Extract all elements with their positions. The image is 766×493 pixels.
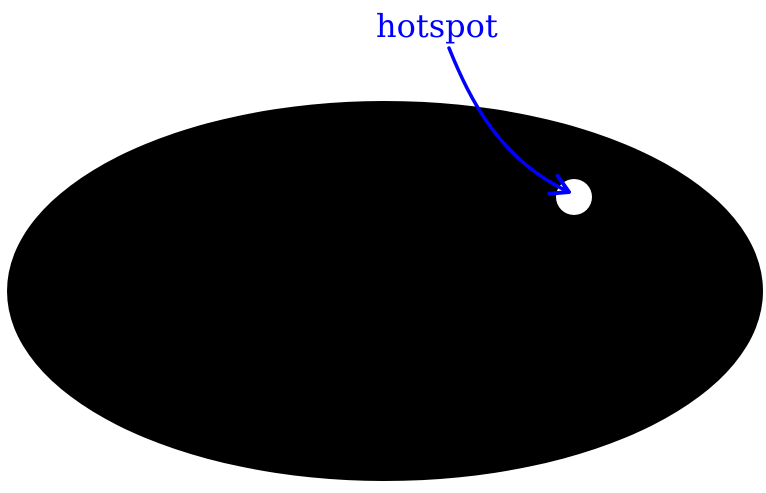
hotspot-label: hotspot <box>376 7 498 45</box>
black-ellipse <box>7 101 763 481</box>
annotation-arrow <box>447 46 571 196</box>
hotspot-marker <box>556 179 592 215</box>
